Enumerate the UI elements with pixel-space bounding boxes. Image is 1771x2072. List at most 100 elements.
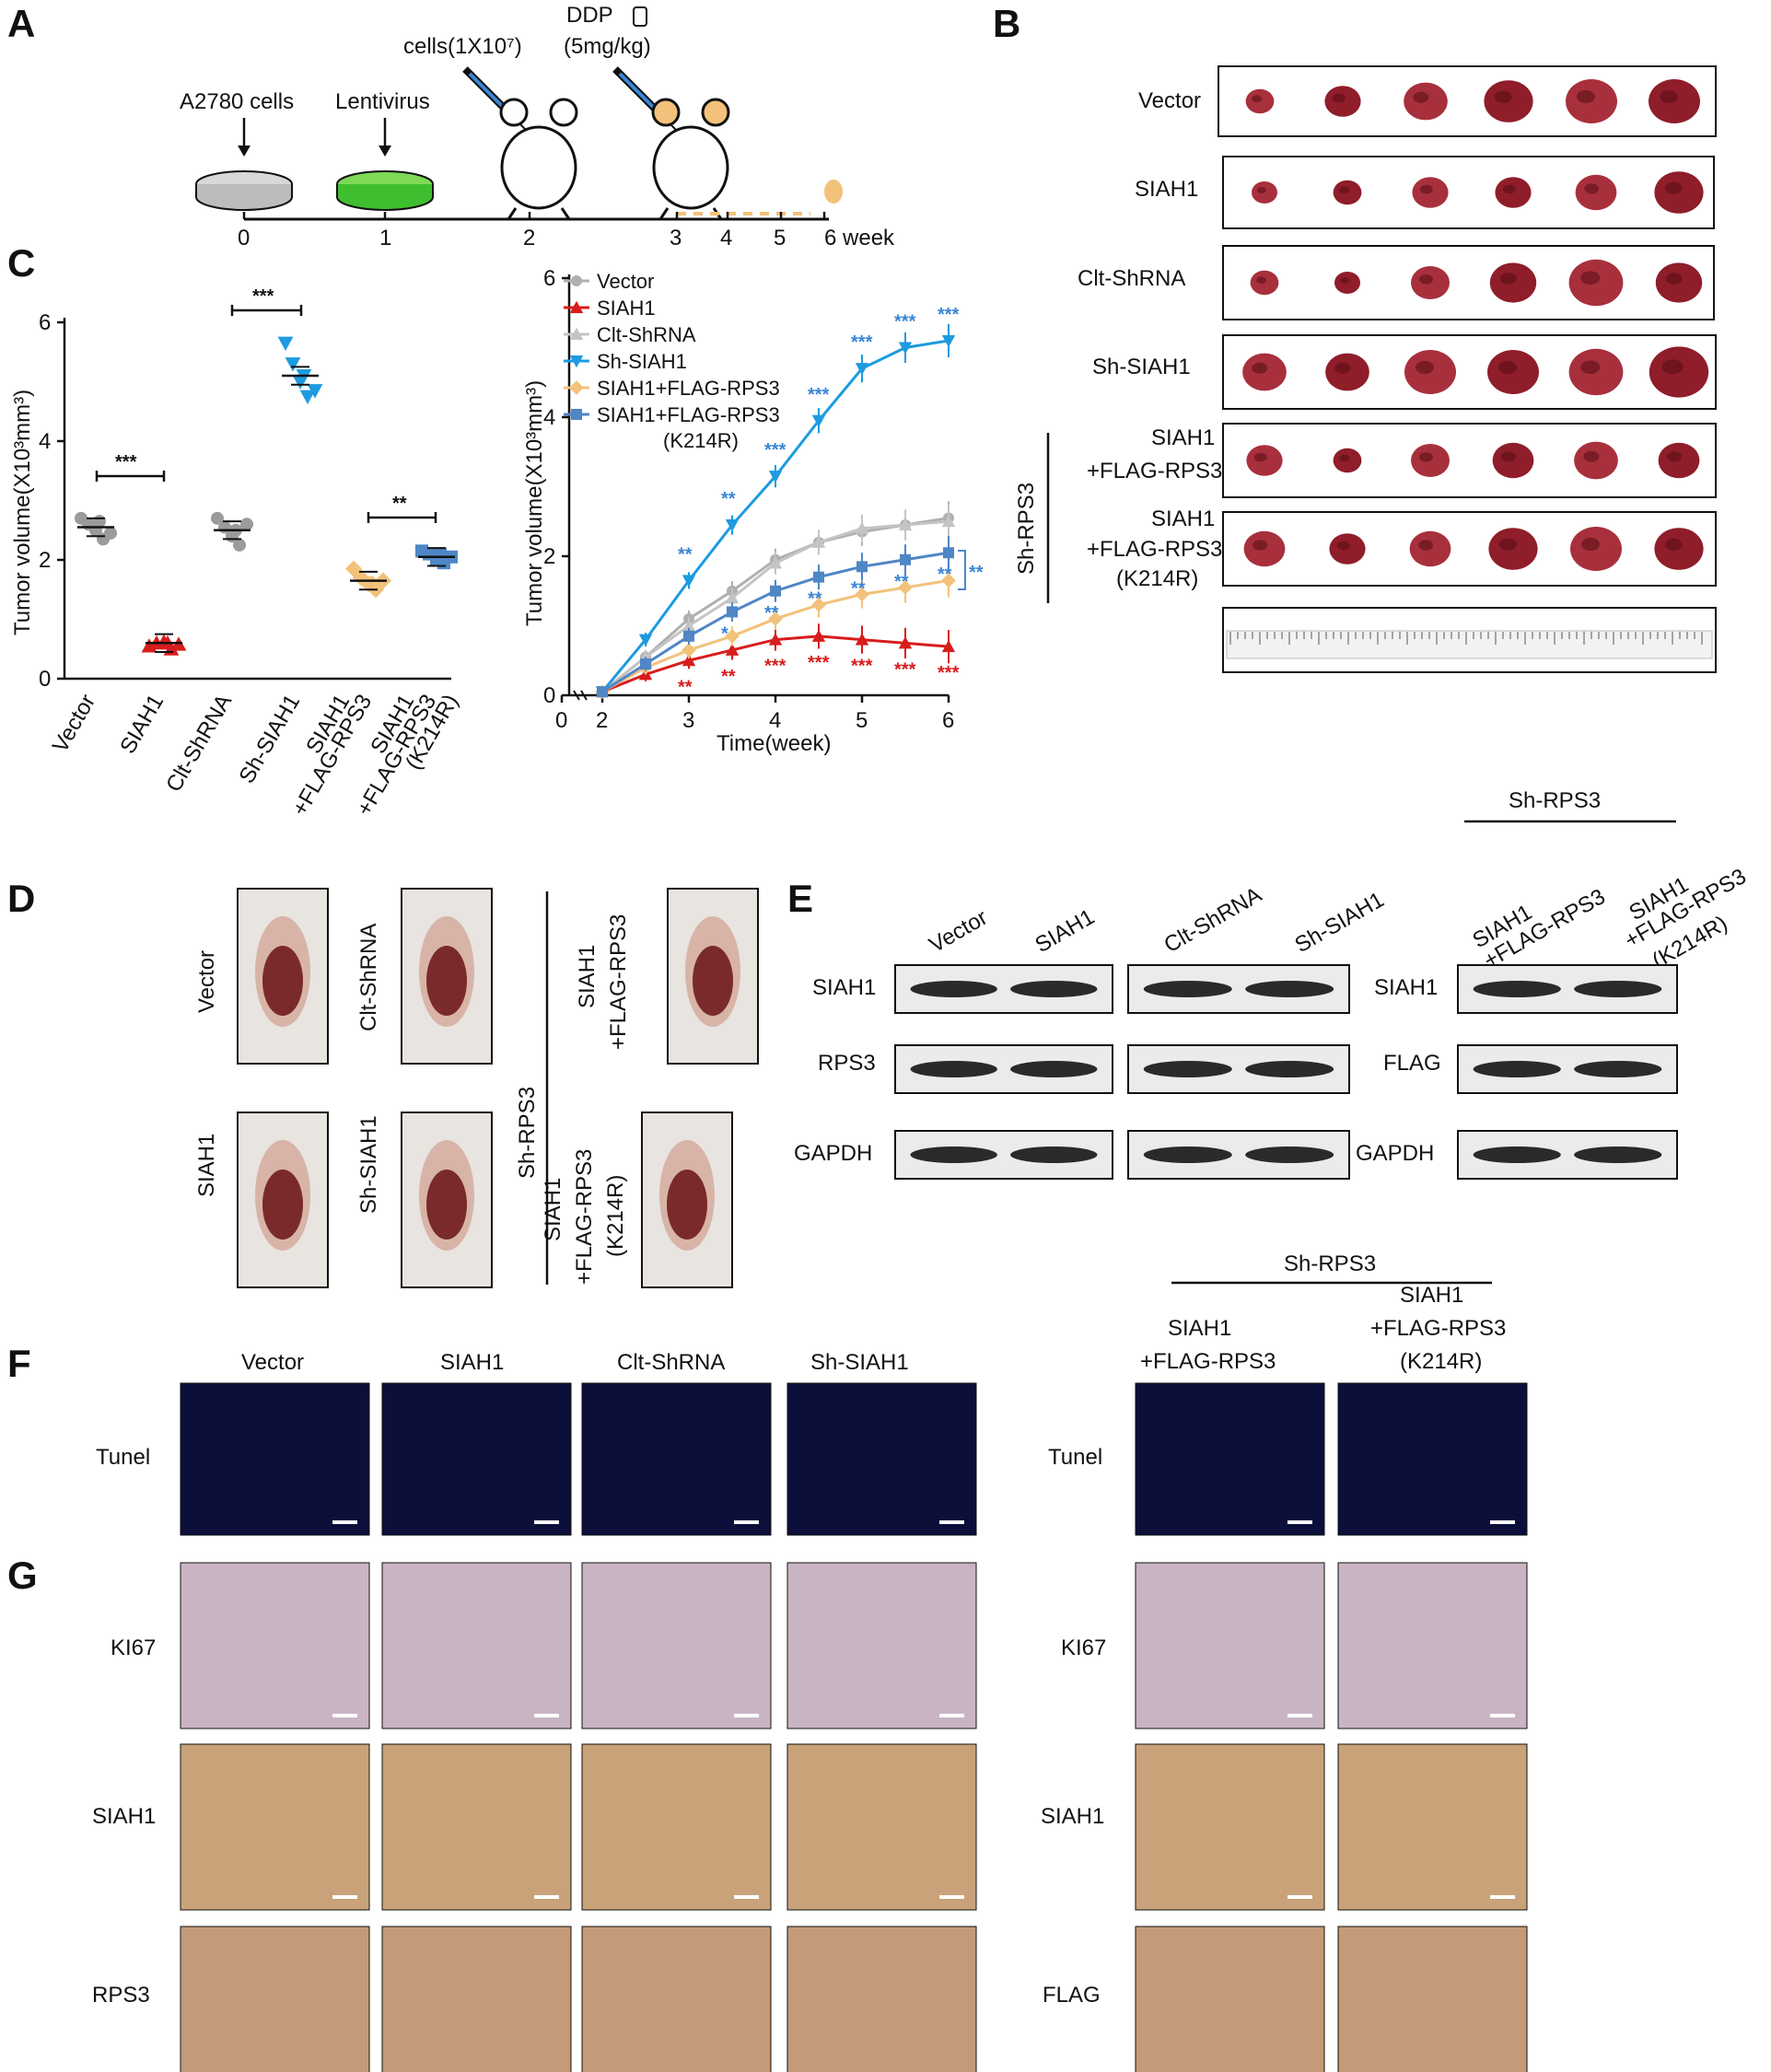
row-label: Vector bbox=[1138, 88, 1201, 113]
tumor-spot bbox=[1419, 184, 1433, 194]
tumor-spot bbox=[1416, 361, 1434, 374]
panel-letter-d: D bbox=[7, 877, 35, 920]
y-tick-label: 4 bbox=[543, 405, 555, 430]
group-sub-label: SIAH1 bbox=[541, 1178, 565, 1241]
sig-marker: *** bbox=[894, 659, 916, 680]
blot-band bbox=[1574, 1147, 1662, 1163]
tumor-spot bbox=[1580, 360, 1601, 375]
blot-row-label: SIAH1 bbox=[1374, 975, 1438, 1000]
ki67-image bbox=[786, 1562, 977, 1729]
ki67-image bbox=[381, 1562, 572, 1729]
x-tick-label: 0 bbox=[555, 708, 567, 733]
sig-marker: ** bbox=[969, 563, 984, 583]
timeline-tick: 2 bbox=[523, 226, 535, 250]
sig-marker: ** bbox=[678, 544, 693, 565]
data-point bbox=[307, 384, 323, 399]
tumor-spot bbox=[1498, 538, 1517, 551]
row-label: +FLAG-RPS3 bbox=[1087, 537, 1222, 562]
category-label: SIAH1 bbox=[115, 691, 169, 759]
panel-letter-a: A bbox=[7, 2, 35, 45]
timeline-tick: 5 bbox=[774, 226, 786, 250]
sig-marker: ** bbox=[678, 677, 693, 697]
rps3-ihc-image bbox=[1337, 1926, 1528, 2072]
mouse-tumor bbox=[667, 1170, 707, 1240]
blot-band bbox=[1143, 1061, 1232, 1077]
sig-marker: *** bbox=[894, 312, 916, 332]
a2780-label: A2780 cells bbox=[180, 89, 294, 114]
tumor-spot bbox=[1256, 276, 1267, 285]
timeline-tick: 0 bbox=[238, 226, 250, 250]
tumor-icon bbox=[824, 180, 843, 204]
tumor-spot bbox=[1257, 187, 1266, 193]
tumor-spot bbox=[1419, 452, 1433, 462]
legend-label: Clt-ShRNA bbox=[597, 323, 696, 346]
x-tick-label: 3 bbox=[682, 708, 694, 733]
x-tick-label: 5 bbox=[856, 708, 868, 733]
y-tick-label: 4 bbox=[39, 429, 51, 454]
siah1-ihc-image bbox=[180, 1743, 370, 1911]
tumor-spot bbox=[1583, 450, 1600, 462]
tumor-spot bbox=[1340, 277, 1349, 284]
sig-marker: *** bbox=[938, 305, 960, 325]
mouse-tumor bbox=[426, 1170, 467, 1240]
tumor-spot bbox=[1664, 538, 1683, 551]
panel-d-mice: Vector Clt-ShRNA SIAH1 Sh-SIAH1 Sh-RPS3 … bbox=[194, 888, 759, 1288]
tumor-spot bbox=[1252, 95, 1263, 103]
blot-row-label: RPS3 bbox=[818, 1051, 876, 1076]
ruler bbox=[1222, 607, 1717, 673]
panel-c-line-chart: Tumor volume(X10³mm³) Time(week) 0 2 4 6 0 2 3… bbox=[522, 266, 984, 756]
blot-row-label: FLAG bbox=[1383, 1051, 1441, 1076]
blot-row-label: GAPDH bbox=[1356, 1141, 1434, 1166]
siah1-ihc-image bbox=[786, 1743, 977, 1911]
panel-b-tumors: Vector SIAH1 Clt-ShRNA Sh-SIAH1 SIAH1 +F… bbox=[1014, 65, 1717, 673]
line-x-label: Time(week) bbox=[717, 731, 831, 756]
y-tick-label: 6 bbox=[543, 266, 555, 291]
data-point bbox=[277, 336, 294, 351]
sig-marker: *** bbox=[808, 653, 830, 673]
group-sub-label: SIAH1 bbox=[575, 945, 600, 1008]
group-sub-label: (K214R) bbox=[603, 1175, 628, 1257]
ki67-image bbox=[180, 1562, 370, 1729]
data-point bbox=[104, 526, 117, 540]
rps3-ihc-image bbox=[1135, 1926, 1325, 2072]
blot-band bbox=[1574, 981, 1662, 997]
tumor-spot bbox=[1253, 540, 1268, 551]
data-point bbox=[363, 575, 381, 592]
y-tick-label: 0 bbox=[39, 667, 51, 692]
timeline-tick: 1 bbox=[379, 226, 391, 250]
category-label: Sh-SIAH1 bbox=[234, 691, 305, 788]
column-label: SIAH1 bbox=[440, 1350, 504, 1375]
lane-label: Sh-SIAH1 bbox=[1291, 887, 1389, 958]
timeline-tick: 3 bbox=[670, 226, 682, 250]
rps3-ihc-image bbox=[180, 1926, 370, 2072]
column-label: +FLAG-RPS3 bbox=[1370, 1316, 1506, 1341]
tumor-spot bbox=[1413, 91, 1429, 103]
blot-band bbox=[1010, 981, 1098, 997]
ki67-image bbox=[1337, 1562, 1528, 1729]
tumor-spot bbox=[1253, 452, 1267, 462]
ddp-dose-label: (5mg/kg) bbox=[564, 34, 651, 59]
petri-dish-green-icon bbox=[336, 170, 434, 211]
siah1-ihc-image bbox=[1135, 1743, 1325, 1911]
ki67-image bbox=[581, 1562, 772, 1729]
sig-marker: *** bbox=[851, 657, 873, 677]
category-label: Vector bbox=[48, 691, 100, 757]
blot-band bbox=[910, 1147, 997, 1163]
blot-band bbox=[1473, 1061, 1561, 1077]
siah1-ihc-image bbox=[381, 1743, 572, 1911]
tumor-spot bbox=[1581, 538, 1600, 551]
siah1-ihc-image bbox=[1337, 1743, 1528, 1911]
ddp-label: DDP bbox=[566, 3, 613, 28]
blot-band bbox=[1473, 981, 1561, 997]
mouse-tumor bbox=[262, 946, 303, 1016]
sig-marker: ** bbox=[894, 572, 909, 592]
y-tick-label: 6 bbox=[39, 310, 51, 335]
blot-band bbox=[910, 1061, 997, 1077]
group-sub-label: +FLAG-RPS3 bbox=[572, 1149, 597, 1285]
tumor-spot bbox=[1339, 454, 1350, 462]
tumor-spot bbox=[1499, 273, 1517, 285]
mouse-label: Clt-ShRNA bbox=[356, 924, 381, 1031]
sig-marker: ** bbox=[808, 589, 822, 610]
sig-marker: * bbox=[721, 623, 728, 644]
